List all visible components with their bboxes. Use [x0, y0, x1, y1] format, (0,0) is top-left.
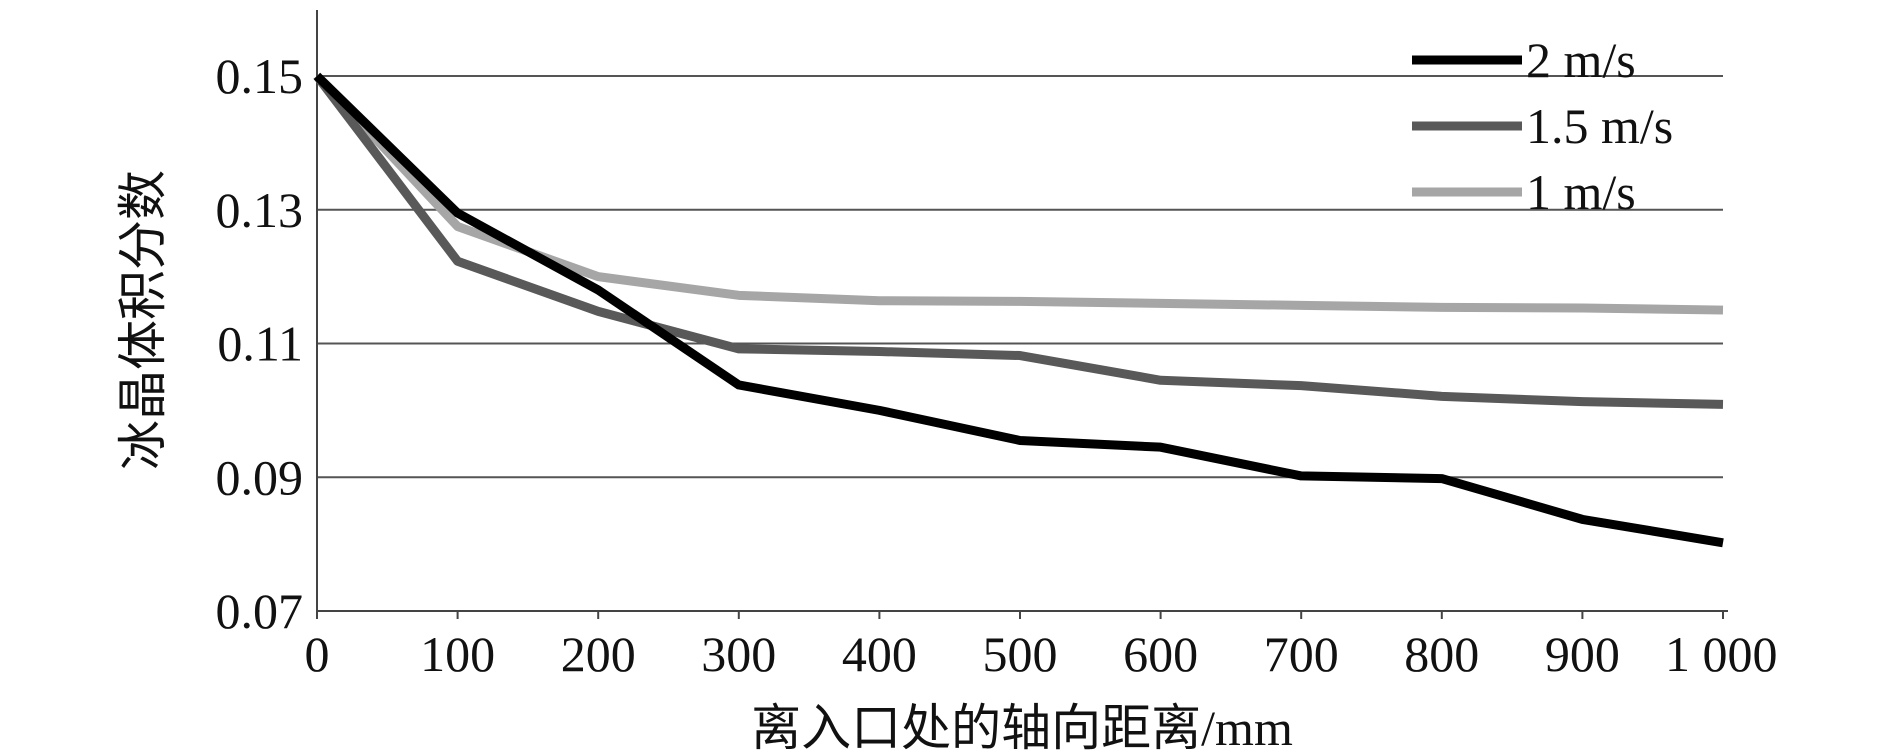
y-tick-label: 0.15 [216, 48, 304, 104]
y-tick-labels: 0.07 0.09 0.11 0.13 0.15 [216, 48, 304, 639]
legend-label: 1.5 m/s [1526, 98, 1673, 154]
x-tick-label: 600 [1123, 626, 1198, 682]
x-tick-label: 700 [1264, 626, 1339, 682]
legend: 2 m/s 1.5 m/s 1 m/s [1412, 32, 1673, 220]
x-tick-label: 300 [701, 626, 776, 682]
x-axis-title: 离入口处的轴向距离/mm [751, 700, 1293, 755]
series-line-2-m-s [313, 72, 1724, 548]
legend-label: 2 m/s [1526, 32, 1636, 88]
x-tick-label: 100 [420, 626, 495, 682]
series-lines [313, 72, 1724, 548]
legend-label: 1 m/s [1526, 164, 1636, 220]
gridlines [317, 75, 1723, 479]
y-tick-label: 0.11 [217, 316, 303, 372]
axes [316, 10, 1728, 612]
x-tick-labels: 0 100 200 300 400 500 600 700 800 900 1 000 [305, 611, 1778, 682]
series-line-1-5-m-s [313, 73, 1724, 409]
y-axis-title: 冰晶体积分数 [115, 170, 171, 470]
x-tick-label: 500 [983, 626, 1058, 682]
y-tick-label: 0.07 [216, 583, 304, 639]
x-tick-label: 200 [561, 626, 636, 682]
x-tick-label: 0 [305, 626, 330, 682]
x-tick-label: 400 [842, 626, 917, 682]
y-tick-label: 0.13 [216, 182, 304, 238]
x-tick-label: 1 000 [1665, 626, 1778, 682]
x-tick-label: 800 [1404, 626, 1479, 682]
y-tick-label: 0.09 [216, 449, 304, 505]
x-tick-label: 900 [1545, 626, 1620, 682]
